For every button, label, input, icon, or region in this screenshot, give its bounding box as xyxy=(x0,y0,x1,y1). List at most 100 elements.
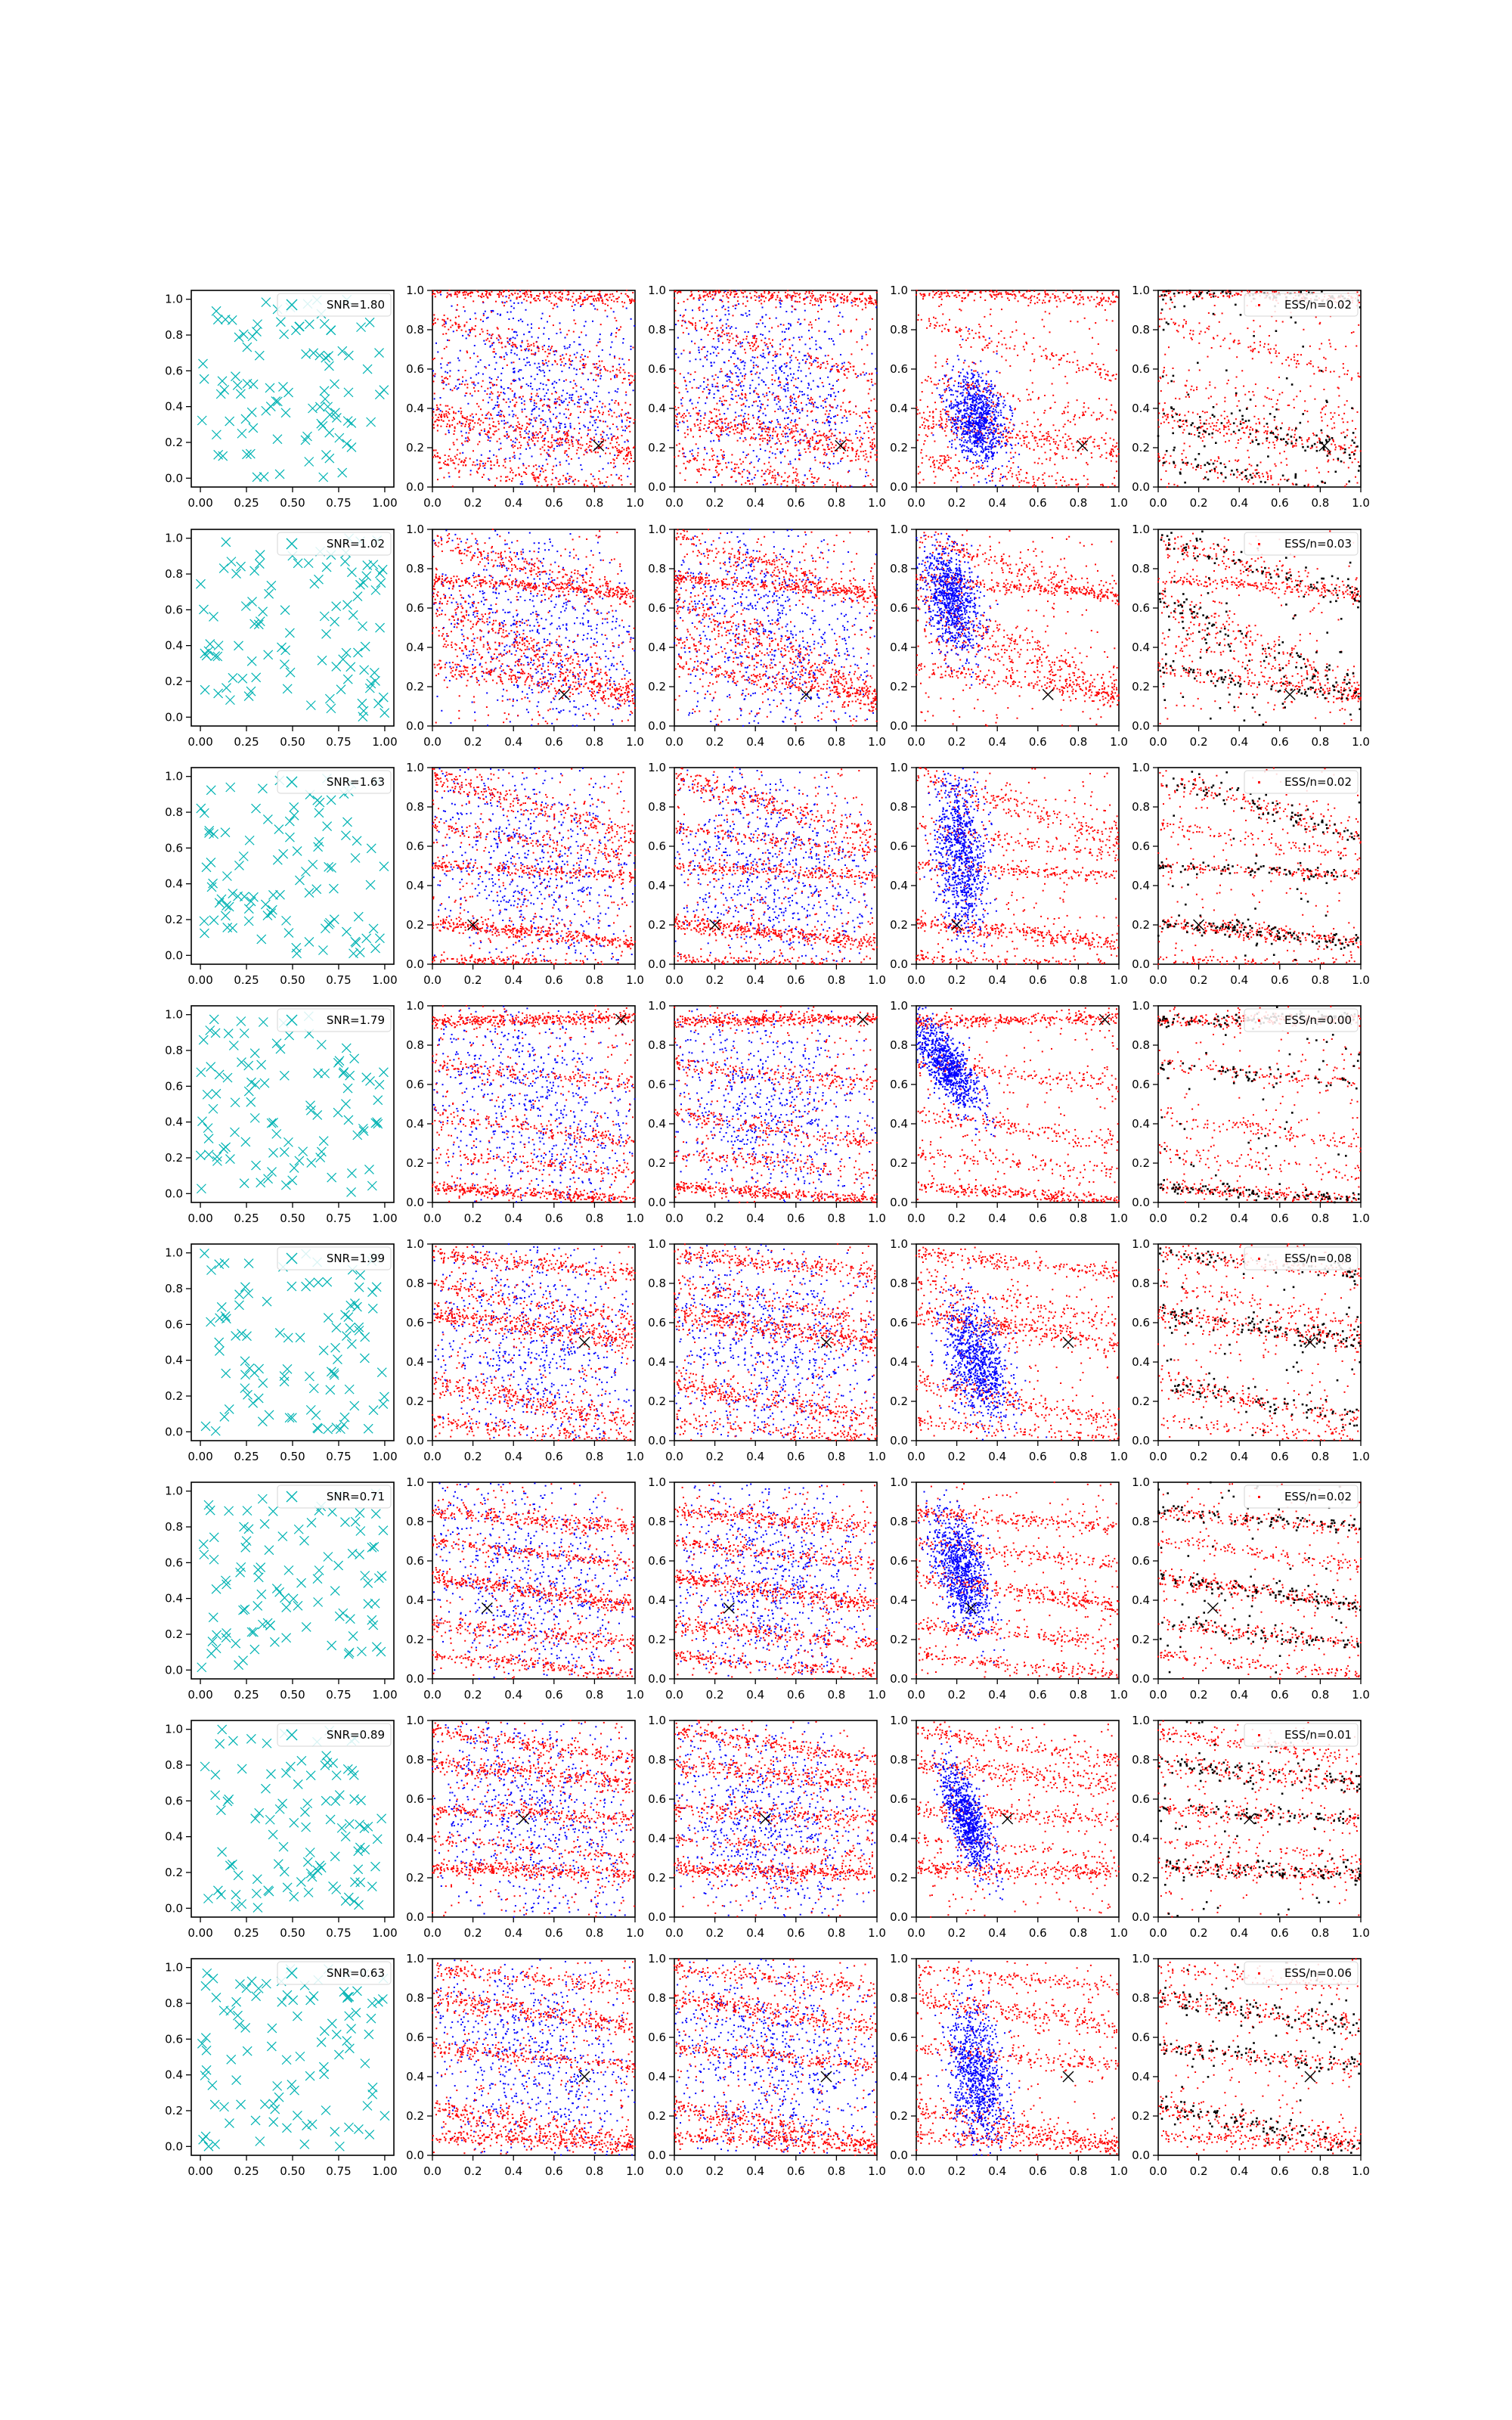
blue-sample-point xyxy=(556,306,558,308)
blue-sample-point xyxy=(495,405,497,406)
blue-sample-point xyxy=(448,476,450,477)
blue-sample-point xyxy=(505,352,507,354)
x-tick-label: 1.00 xyxy=(372,496,397,510)
blue-sample-point xyxy=(554,381,556,383)
blue-sample-point xyxy=(520,369,522,371)
blue-sample-point xyxy=(559,425,561,427)
blue-sample-point xyxy=(531,376,532,377)
blue-sample-point xyxy=(624,430,626,431)
blue-sample-point xyxy=(634,325,635,327)
blue-sample-point xyxy=(565,417,567,418)
axes-frame xyxy=(432,290,635,487)
blue-sample-point xyxy=(515,442,516,443)
blue-sample-point xyxy=(597,342,599,343)
blue-sample-point xyxy=(629,384,631,386)
blue-sample-point xyxy=(600,378,601,380)
blue-sample-point xyxy=(603,486,605,487)
x-tick-label: 0.6 xyxy=(545,496,563,510)
blue-sample-point xyxy=(592,424,593,426)
blue-sample-point xyxy=(506,431,507,433)
blue-sample-point xyxy=(526,383,528,385)
x-tick-label: 1.0 xyxy=(626,496,644,510)
panel-observations-row-1: 0.00 0.25 0.50 0.75 1.000.00.20.40.60.81.0 SN… xyxy=(165,290,398,510)
blue-sample-point xyxy=(584,296,586,298)
blue-sample-point xyxy=(628,468,630,470)
blue-sample-point xyxy=(631,346,632,347)
blue-sample-point xyxy=(584,426,586,427)
blue-sample-point xyxy=(514,353,516,355)
blue-sample-point xyxy=(445,384,447,386)
blue-sample-point xyxy=(435,343,437,344)
blue-sample-point xyxy=(609,403,610,405)
blue-sample-point xyxy=(523,334,525,335)
x-tick-label: 0.75 xyxy=(326,496,351,510)
blue-sample-point xyxy=(608,438,609,439)
y-tick-label: 0.4 xyxy=(165,400,183,414)
y-tick-label: 0.6 xyxy=(165,364,183,377)
blue-sample-point xyxy=(621,421,623,423)
blue-sample-point xyxy=(561,395,562,396)
blue-sample-point xyxy=(549,418,550,420)
blue-sample-point xyxy=(585,334,587,336)
blue-sample-point xyxy=(548,409,550,411)
blue-sample-point xyxy=(565,460,567,461)
blue-sample-point xyxy=(589,422,590,424)
blue-sample-point xyxy=(513,427,514,428)
blue-sample-point xyxy=(497,377,499,378)
blue-sample-point xyxy=(615,466,616,467)
blue-sample-point xyxy=(489,393,491,395)
blue-sample-point xyxy=(547,321,548,323)
blue-sample-point xyxy=(448,430,449,431)
blue-sample-point xyxy=(544,375,545,377)
y-tick-label: 0.2 xyxy=(165,436,183,449)
blue-sample-point xyxy=(544,327,545,329)
blue-sample-point xyxy=(508,399,510,400)
blue-sample-point xyxy=(522,340,523,342)
blue-sample-point xyxy=(503,392,504,393)
blue-sample-point xyxy=(556,445,558,447)
blue-sample-point xyxy=(522,483,523,485)
y-tick-label: 0.8 xyxy=(165,328,183,342)
blue-sample-point xyxy=(614,455,615,456)
blue-sample-point xyxy=(565,337,566,339)
blue-sample-point xyxy=(526,362,528,364)
blue-sample-point xyxy=(473,383,475,385)
blue-sample-point xyxy=(440,410,442,411)
x-tick-label: 0.00 xyxy=(187,496,212,510)
blue-sample-point xyxy=(556,427,557,428)
blue-sample-point xyxy=(567,347,569,349)
blue-sample-point xyxy=(445,323,447,324)
blue-sample-point xyxy=(571,397,572,399)
blue-sample-point xyxy=(600,334,601,335)
x-tick-label: 0.0 xyxy=(423,496,442,510)
blue-sample-point xyxy=(549,370,550,371)
blue-sample-point xyxy=(465,437,466,439)
x-tick-label: 0.50 xyxy=(280,496,305,510)
panel-samples-row-1-col-2: 0.0 0.2 0.4 0.6 0.8 1.00.00.20.40.60.81.0 xyxy=(406,284,644,510)
blue-sample-point xyxy=(593,305,595,306)
blue-sample-point xyxy=(434,398,435,399)
blue-sample-point xyxy=(580,306,581,307)
blue-sample-point xyxy=(440,294,442,296)
blue-sample-point xyxy=(553,427,554,428)
blue-sample-point xyxy=(462,335,463,337)
blue-sample-point xyxy=(565,481,567,482)
blue-sample-point xyxy=(459,383,460,385)
blue-sample-point xyxy=(543,420,544,421)
y-tick-label: 0.2 xyxy=(406,441,424,455)
blue-sample-point xyxy=(521,481,522,482)
y-tick-label: 0.8 xyxy=(406,323,424,337)
x-tick-label: 0.4 xyxy=(504,496,522,510)
blue-sample-point xyxy=(518,320,519,321)
blue-sample-point xyxy=(432,408,434,410)
x-tick-label: 0.25 xyxy=(234,496,259,510)
blue-sample-point xyxy=(528,361,530,363)
blue-sample-point xyxy=(555,399,556,400)
blue-sample-point xyxy=(592,321,593,322)
blue-sample-point xyxy=(441,367,442,368)
blue-sample-point xyxy=(563,401,565,402)
blue-sample-point xyxy=(507,354,508,355)
blue-sample-point xyxy=(593,392,595,393)
blue-sample-point xyxy=(530,401,531,402)
